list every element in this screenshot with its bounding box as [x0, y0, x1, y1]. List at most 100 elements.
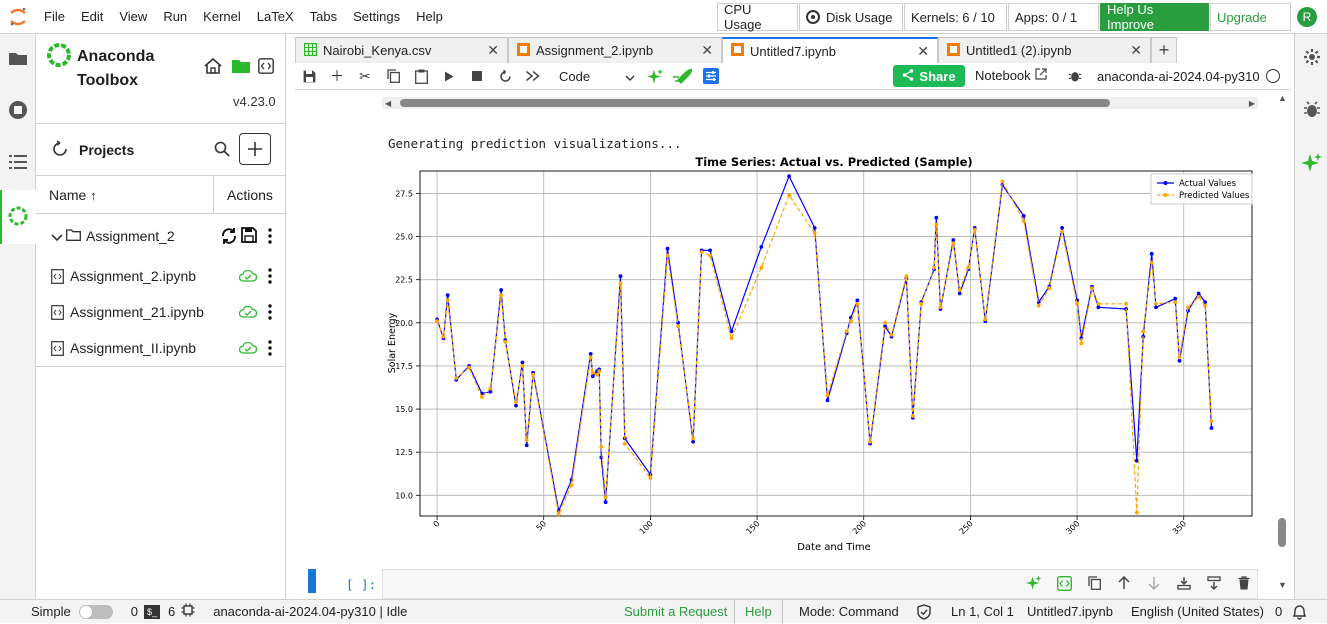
menu-latex[interactable]: LaTeX	[256, 8, 294, 24]
insert-below-icon[interactable]	[1199, 576, 1229, 590]
upgrade-button[interactable]: Upgrade	[1210, 3, 1291, 31]
anaconda-toolbox-icon[interactable]	[8, 206, 28, 226]
menu-settings[interactable]: Settings	[353, 8, 401, 24]
close-icon[interactable]: ✕	[701, 42, 713, 58]
close-icon[interactable]: ✕	[1130, 42, 1142, 58]
open-notebook-button[interactable]: Notebook	[975, 68, 1047, 83]
home-icon[interactable]	[204, 57, 222, 77]
submit-request-link[interactable]: Submit a Request	[624, 604, 728, 619]
menu-kernel[interactable]: Kernel	[203, 8, 241, 24]
toolbox-title-line1: Anaconda	[77, 48, 155, 65]
close-icon[interactable]: ✕	[917, 42, 929, 59]
predicted-value-point	[1186, 305, 1190, 310]
copy-icon[interactable]	[379, 63, 407, 90]
debugger-icon[interactable]	[1303, 101, 1321, 122]
fast-forward-icon[interactable]	[519, 63, 547, 90]
more-vertical-icon[interactable]	[268, 228, 272, 247]
more-vertical-icon[interactable]	[268, 340, 272, 359]
code-view-icon[interactable]	[258, 58, 274, 77]
refresh-projects-icon[interactable]	[51, 140, 69, 161]
notebook-file-icon	[51, 269, 64, 287]
save-notebook-icon[interactable]	[295, 63, 323, 90]
move-up-icon[interactable]	[1109, 576, 1139, 590]
paste-icon[interactable]	[407, 63, 435, 90]
apps-indicator[interactable]: Apps: 0 / 1	[1008, 3, 1099, 31]
tab-nairobi-csv[interactable]: Nairobi_Kenya.csv ✕	[295, 37, 508, 63]
ai-assistant-sparkle-icon[interactable]	[1301, 152, 1323, 177]
folder-name: Assignment_2	[86, 228, 175, 244]
scroll-right-arrow-icon[interactable]: ▶	[1248, 99, 1255, 108]
run-icon[interactable]	[435, 63, 463, 90]
file-row[interactable]: Assignment_II.ipynb	[36, 330, 286, 366]
predicted-value-point	[599, 445, 604, 449]
code-cell-icon[interactable]	[1049, 575, 1079, 591]
scroll-down-arrow-icon[interactable]: ▼	[1278, 580, 1287, 590]
predicted-value-point	[676, 324, 680, 329]
property-inspector-icon[interactable]	[1303, 48, 1321, 69]
ai-sparkle-icon[interactable]	[641, 63, 669, 90]
share-button[interactable]: Share	[893, 65, 965, 87]
scrollbar-thumb[interactable]	[400, 99, 1110, 107]
shield-check-icon[interactable]	[917, 604, 931, 623]
folder-row[interactable]: Assignment_2	[36, 218, 286, 254]
more-vertical-icon[interactable]	[268, 268, 272, 287]
menu-file[interactable]: File	[44, 8, 65, 24]
menu-tabs[interactable]: Tabs	[309, 8, 338, 24]
more-vertical-icon[interactable]	[268, 304, 272, 323]
display-language[interactable]: English (United States)	[1131, 604, 1264, 619]
rocket-icon[interactable]	[669, 63, 697, 90]
menu-help[interactable]: Help	[416, 8, 443, 24]
help-link[interactable]: Help	[745, 604, 772, 619]
save-icon[interactable]	[241, 227, 257, 246]
sliders-icon[interactable]	[697, 63, 725, 90]
sync-icon[interactable]	[220, 227, 238, 248]
search-icon[interactable]	[214, 141, 230, 160]
column-header-name[interactable]: Name ↑	[49, 187, 97, 203]
add-project-button[interactable]	[239, 133, 271, 165]
scroll-left-arrow-icon[interactable]: ◀	[385, 99, 392, 108]
cpu-usage-button[interactable]: CPU Usage	[717, 2, 798, 32]
tab-untitled1-2[interactable]: Untitled1 (2).ipynb ✕	[938, 37, 1151, 63]
running-kernels-icon[interactable]	[8, 100, 28, 120]
close-icon[interactable]: ✕	[487, 42, 499, 58]
scroll-up-arrow-icon[interactable]: ▲	[1278, 93, 1287, 103]
table-of-contents-icon[interactable]	[8, 152, 28, 172]
terminal-icon: $_	[143, 604, 160, 619]
simple-mode-toggle[interactable]	[78, 604, 113, 619]
horizontal-scrollbar[interactable]: ◀ ▶	[382, 97, 1258, 109]
cut-icon[interactable]: ✂	[359, 67, 371, 84]
avatar[interactable]: R	[1297, 7, 1317, 27]
stop-icon[interactable]	[463, 63, 491, 90]
file-row[interactable]: Assignment_2.ipynb	[36, 258, 286, 294]
tab-untitled7[interactable]: Untitled7.ipynb ✕	[722, 37, 938, 63]
help-us-improve-button[interactable]: Help Us Improve	[1100, 2, 1209, 32]
delete-cell-icon[interactable]	[1229, 576, 1259, 590]
add-cell-icon[interactable]: ＋	[330, 68, 344, 84]
bell-icon[interactable]	[1292, 604, 1307, 623]
insert-above-icon[interactable]	[1169, 576, 1199, 590]
cursor-position[interactable]: Ln 1, Col 1	[951, 604, 1014, 619]
kernel-status[interactable]: anaconda-ai-2024.04-py310 | Idle	[213, 604, 408, 619]
folder-icon[interactable]	[8, 48, 28, 68]
bug-icon[interactable]	[1068, 69, 1082, 86]
cell-type-select[interactable]: Code	[553, 65, 641, 87]
tab-assignment-2[interactable]: Assignment_2.ipynb ✕	[508, 37, 722, 63]
ai-sparkle-icon[interactable]	[1019, 575, 1049, 591]
actual-value-point	[514, 403, 518, 408]
new-tab-button[interactable]: +	[1151, 37, 1177, 63]
file-row[interactable]: Assignment_21.ipynb	[36, 294, 286, 330]
vertical-scrollbar-thumb[interactable]	[1278, 518, 1286, 547]
code-cell-input[interactable]	[382, 569, 1258, 599]
disk-usage-button[interactable]: Disk Usage	[799, 3, 903, 31]
kernels-indicator[interactable]: Kernels: 6 / 10	[904, 3, 1007, 31]
move-down-icon[interactable]	[1139, 576, 1169, 590]
kernel-name[interactable]: anaconda-ai-2024.04-py310	[1097, 69, 1260, 84]
green-folder-icon[interactable]	[232, 58, 250, 76]
duplicate-cell-icon[interactable]	[1079, 576, 1109, 590]
restart-icon[interactable]	[491, 63, 519, 90]
vertical-scrollbar[interactable]: ▲ ▼	[1275, 91, 1289, 591]
menu-view[interactable]: View	[119, 8, 148, 24]
menu-run[interactable]: Run	[163, 8, 188, 24]
chevron-down-icon[interactable]	[51, 230, 63, 245]
menu-edit[interactable]: Edit	[80, 8, 104, 24]
